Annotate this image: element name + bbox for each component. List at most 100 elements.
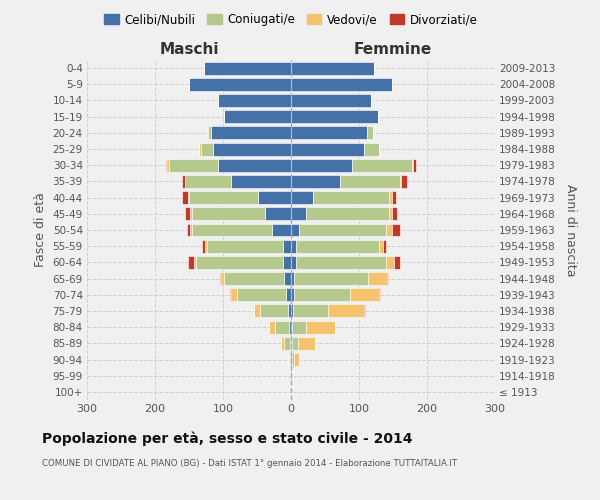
Text: Maschi: Maschi: [159, 42, 219, 57]
Bar: [182, 191, 188, 204]
Bar: [291, 256, 296, 269]
Bar: [401, 175, 407, 188]
Bar: [291, 288, 295, 301]
Bar: [313, 191, 389, 204]
Bar: [299, 224, 386, 236]
Bar: [291, 159, 352, 172]
Bar: [328, 304, 364, 318]
Bar: [167, 159, 169, 172]
Bar: [295, 288, 350, 301]
Bar: [188, 191, 189, 204]
Bar: [169, 159, 218, 172]
Bar: [284, 272, 291, 285]
Bar: [291, 304, 293, 318]
Bar: [291, 353, 292, 366]
Bar: [294, 353, 299, 366]
Bar: [192, 224, 272, 236]
Bar: [196, 256, 283, 269]
Bar: [400, 175, 401, 188]
Bar: [204, 62, 291, 74]
Bar: [364, 142, 379, 156]
Bar: [281, 337, 284, 350]
Bar: [254, 304, 260, 318]
Bar: [185, 208, 190, 220]
Y-axis label: Anni di nascita: Anni di nascita: [564, 184, 577, 276]
Text: Popolazione per età, sesso e stato civile - 2014: Popolazione per età, sesso e stato civil…: [42, 431, 413, 446]
Bar: [367, 126, 373, 140]
Bar: [260, 304, 287, 318]
Bar: [352, 159, 412, 172]
Legend: Celibi/Nubili, Coniugati/e, Vedovi/e, Divorziati/e: Celibi/Nubili, Coniugati/e, Vedovi/e, Di…: [100, 8, 482, 31]
Bar: [292, 320, 306, 334]
Bar: [166, 159, 167, 172]
Bar: [291, 208, 306, 220]
Bar: [291, 78, 392, 91]
Bar: [200, 142, 213, 156]
Bar: [386, 224, 392, 236]
Bar: [231, 175, 291, 188]
Bar: [287, 353, 289, 366]
Bar: [208, 126, 211, 140]
Bar: [298, 337, 315, 350]
Bar: [289, 320, 291, 334]
Bar: [265, 208, 291, 220]
Bar: [291, 191, 313, 204]
Bar: [368, 272, 387, 285]
Bar: [306, 320, 335, 334]
Bar: [190, 208, 192, 220]
Bar: [291, 224, 299, 236]
Bar: [291, 94, 371, 107]
Bar: [189, 191, 259, 204]
Bar: [413, 159, 416, 172]
Bar: [291, 126, 367, 140]
Bar: [284, 337, 290, 350]
Bar: [211, 126, 291, 140]
Bar: [291, 337, 292, 350]
Bar: [412, 159, 413, 172]
Bar: [188, 256, 194, 269]
Bar: [364, 304, 365, 318]
Bar: [202, 240, 205, 252]
Bar: [394, 256, 400, 269]
Bar: [290, 337, 291, 350]
Bar: [383, 240, 386, 252]
Text: Femmine: Femmine: [354, 42, 432, 57]
Bar: [392, 224, 400, 236]
Bar: [213, 142, 291, 156]
Bar: [291, 110, 378, 123]
Bar: [286, 288, 291, 301]
Bar: [296, 240, 379, 252]
Bar: [387, 272, 388, 285]
Text: COMUNE DI CIVIDATE AL PIANO (BG) - Dati ISTAT 1° gennaio 2014 - Elaborazione TUT: COMUNE DI CIVIDATE AL PIANO (BG) - Dati …: [42, 459, 457, 468]
Bar: [224, 272, 284, 285]
Y-axis label: Fasce di età: Fasce di età: [34, 192, 47, 268]
Bar: [291, 142, 364, 156]
Bar: [350, 288, 379, 301]
Bar: [296, 256, 386, 269]
Bar: [224, 110, 291, 123]
Bar: [292, 369, 293, 382]
Bar: [291, 369, 292, 382]
Bar: [206, 240, 283, 252]
Bar: [189, 78, 291, 91]
Bar: [293, 304, 328, 318]
Bar: [292, 353, 294, 366]
Bar: [231, 288, 236, 301]
Bar: [218, 159, 291, 172]
Bar: [182, 175, 185, 188]
Bar: [291, 272, 295, 285]
Bar: [306, 208, 389, 220]
Bar: [287, 304, 291, 318]
Bar: [272, 224, 291, 236]
Bar: [275, 320, 289, 334]
Bar: [291, 320, 292, 334]
Bar: [221, 272, 224, 285]
Bar: [185, 175, 231, 188]
Bar: [392, 191, 396, 204]
Bar: [190, 224, 192, 236]
Bar: [290, 353, 291, 366]
Bar: [291, 240, 296, 252]
Bar: [230, 288, 231, 301]
Bar: [194, 256, 196, 269]
Bar: [220, 272, 221, 285]
